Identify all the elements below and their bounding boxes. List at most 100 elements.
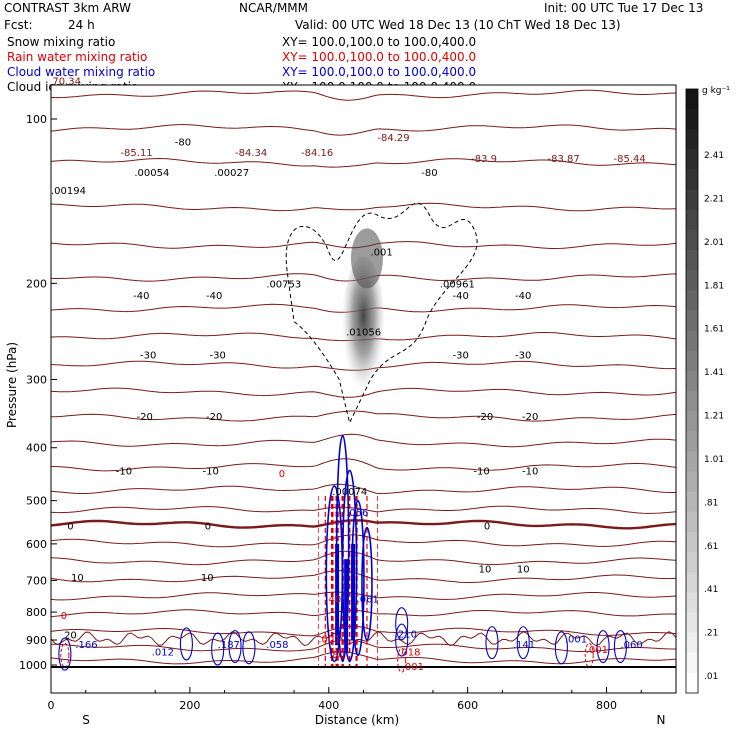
colorbar-swatch: [686, 169, 698, 191]
rain-contour: [60, 642, 70, 668]
model-title: CONTRAST 3km ARW: [4, 1, 131, 15]
temperature-contour-label: -80: [421, 168, 437, 179]
colorbar-label: .41: [704, 585, 718, 595]
temperature-contour-label: -40: [133, 291, 149, 302]
temperature-contour-label: 0: [484, 521, 490, 532]
cloud-water-contour: [613, 629, 627, 664]
colorbar-swatch: [686, 612, 698, 634]
colorbar-swatch: [686, 229, 698, 251]
snow-label: .00194: [51, 186, 86, 197]
colorbar-swatch: [686, 552, 698, 573]
rain-label: .001: [586, 645, 608, 656]
x-tick-label: 600: [457, 699, 478, 712]
colorbar-swatch: [686, 672, 698, 694]
temperature-contour-label: -30: [515, 351, 531, 362]
colorbar-swatch: [686, 391, 698, 412]
colorbar-label: 2.21: [704, 194, 724, 204]
temperature-contour-label: -10: [473, 466, 489, 477]
colorbar-swatch: [686, 531, 698, 553]
rain-label: 0: [61, 611, 67, 622]
cloud-water-contour: [335, 434, 350, 663]
cloud-water-contour: [351, 499, 365, 657]
cloud-water-label: .210: [395, 629, 417, 640]
colorbar-label: 2.01: [704, 238, 724, 248]
colorbar-swatch: [686, 209, 698, 231]
rain-label: .018: [398, 648, 420, 659]
colorbar-swatch: [686, 411, 698, 432]
cloud-water-label: .187: [218, 640, 240, 651]
temperature-contour: [51, 433, 676, 448]
temperature-contour: [51, 631, 676, 647]
field-cloudice-xy: XY= 100.0,100.0 to 100.0,400.0: [282, 80, 477, 94]
temperature-contour-label: -80: [175, 138, 191, 149]
cloud-water-contour: [554, 631, 568, 665]
temperature-contour: [51, 639, 676, 653]
temperature-contour: [51, 202, 676, 212]
cloud-water-label: .166: [75, 640, 97, 651]
temperature-contour-label: 0: [205, 521, 211, 532]
x-tick-label: 0: [48, 699, 55, 712]
cloud-water-contour: [395, 607, 409, 641]
field-snow-xy: XY= 100.0,100.0 to 100.0,400.0: [282, 35, 477, 49]
temperature-contour: [51, 625, 676, 637]
temperature-contour: [51, 519, 676, 530]
x-tick-label: 200: [179, 699, 200, 712]
colorbar-label: 2.41: [704, 151, 724, 161]
colorbar-swatch: [686, 89, 698, 110]
colorbar-swatch: [686, 350, 698, 372]
temperature-extreme-label: -83.9: [471, 154, 497, 165]
temperature-extreme-label: -84.34: [235, 148, 267, 159]
colorbar-swatch: [686, 370, 698, 392]
snow-shading: [341, 256, 386, 407]
temperature-contour: [51, 124, 676, 136]
cloud-water-label: .060: [620, 640, 642, 651]
field-cloudice-name: Cloud ice mixing ratio: [7, 80, 139, 94]
temperature-contour-label: 10: [71, 573, 84, 584]
temperature-contour-label: -20: [522, 412, 538, 423]
cloud-water-contour: [242, 631, 256, 665]
colorbar-label: .61: [704, 542, 718, 552]
south-label: S: [82, 713, 90, 727]
temperature-contour: [51, 241, 676, 249]
temperature-contour: [51, 651, 676, 665]
temperature-contour-label: -20: [477, 412, 493, 423]
colorbar-swatch: [686, 431, 698, 452]
temperature-contour: [51, 483, 676, 495]
cloud-water-contour: [395, 623, 409, 657]
y-tick-label: 600: [26, 538, 47, 551]
temperature-contour-label: -10: [203, 466, 219, 477]
colorbar-swatch: [686, 491, 698, 513]
colorbar-swatch: [686, 270, 698, 291]
snow-label: .00027: [214, 168, 249, 179]
temperature-contour-label: 10: [479, 564, 492, 575]
temperature-contour-label: 0: [67, 521, 73, 532]
colorbar-label: 1.01: [704, 455, 724, 465]
cloud-water-label: .001: [565, 635, 587, 646]
temperature-contour: [51, 570, 676, 583]
org-label: NCAR/MMM: [239, 1, 309, 15]
rain-contour: [397, 647, 407, 673]
y-tick-label: 300: [26, 374, 47, 387]
cloud-water-label: .061: [357, 594, 379, 605]
rain-contour: [584, 642, 594, 668]
colorbar-swatch: [686, 250, 698, 271]
temperature-contour: [51, 303, 676, 313]
temperature-contour-label: -20: [137, 412, 153, 423]
temperature-contour: [51, 591, 676, 601]
field-snow-name: Snow mixing ratio: [7, 35, 116, 49]
colorbar-frame: [685, 88, 699, 694]
fcst-value: 24 h: [68, 18, 95, 32]
cloud-water-contour: [361, 526, 373, 641]
snow-label: .00961: [440, 279, 475, 290]
colorbar-label: 1.21: [704, 412, 724, 422]
temperature-contour-label: -40: [515, 291, 531, 302]
cloud-water-contour: [211, 632, 225, 666]
temperature-contour-label: 20: [64, 631, 77, 642]
snow-label: .00074: [332, 487, 367, 498]
temperature-contour: [51, 505, 676, 514]
field-cloudwater-name: Cloud water mixing ratio: [7, 65, 156, 79]
temperature-contour: [51, 332, 676, 342]
temperature-contour: [51, 410, 676, 422]
temperature-extreme-label: -84.16: [301, 148, 333, 159]
